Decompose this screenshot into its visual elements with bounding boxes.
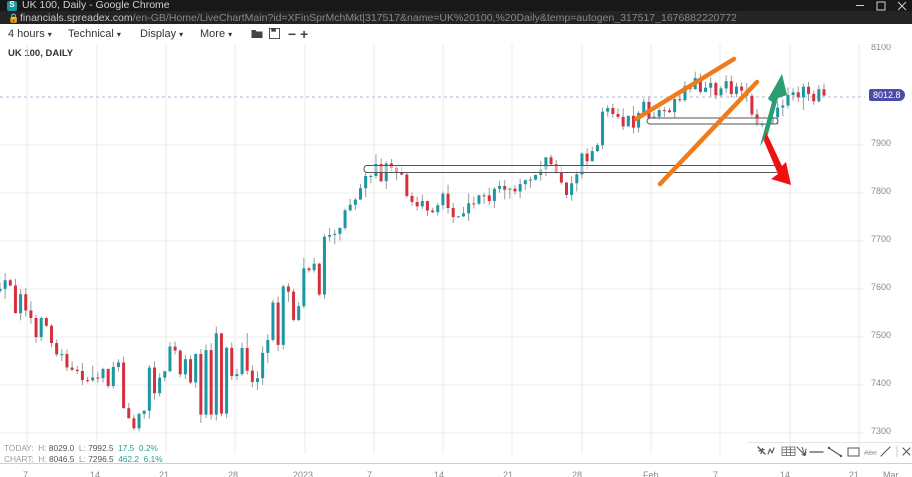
svg-text:Abc: Abc <box>864 448 877 457</box>
